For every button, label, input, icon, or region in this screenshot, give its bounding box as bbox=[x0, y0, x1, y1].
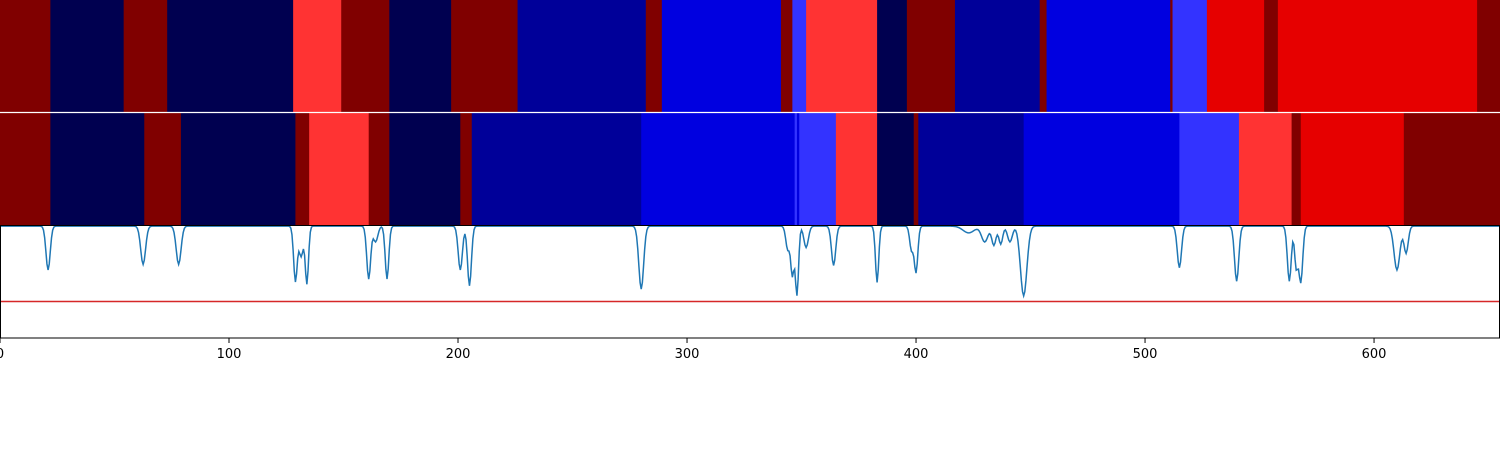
segment-row1-19 bbox=[1179, 112, 1240, 225]
segment-row0-6 bbox=[389, 0, 452, 113]
segment-row1-13 bbox=[799, 112, 837, 225]
segment-row1-1 bbox=[50, 112, 145, 225]
segment-row-bottom bbox=[0, 112, 1500, 225]
segment-row0-17 bbox=[1039, 0, 1048, 113]
segment-row1-9 bbox=[471, 112, 642, 225]
segment-row0-24 bbox=[1477, 0, 1500, 113]
x-tick-label-100: 100 bbox=[217, 347, 242, 362]
signal-line-panel bbox=[0, 225, 1500, 303]
segment-row1-2 bbox=[144, 112, 182, 225]
segment-row-top bbox=[0, 0, 1500, 113]
segment-row1-4 bbox=[295, 112, 310, 225]
segment-row1-7 bbox=[389, 112, 461, 225]
x-tick-label-400: 400 bbox=[904, 347, 929, 362]
segment-row0-10 bbox=[661, 0, 782, 113]
segment-row0-14 bbox=[877, 0, 908, 113]
segment-row0-5 bbox=[341, 0, 390, 113]
segment-row0-2 bbox=[123, 0, 168, 113]
segment-row1-21 bbox=[1291, 112, 1302, 225]
segment-row0-18 bbox=[1046, 0, 1171, 113]
signal-line-series bbox=[0, 225, 1500, 299]
segment-row1-5 bbox=[309, 112, 370, 225]
segment-row1-0 bbox=[0, 112, 51, 225]
x-tick-label-500: 500 bbox=[1133, 347, 1158, 362]
segment-row0-0 bbox=[0, 0, 51, 113]
segment-row0-4 bbox=[293, 0, 342, 113]
segment-row1-22 bbox=[1300, 112, 1405, 225]
segment-row0-16 bbox=[954, 0, 1041, 113]
segment-row0-19 bbox=[1170, 0, 1174, 113]
segment-row0-7 bbox=[451, 0, 519, 113]
segment-row0-15 bbox=[906, 0, 956, 113]
x-tick-label-300: 300 bbox=[675, 347, 700, 362]
segment-row1-20 bbox=[1238, 112, 1293, 225]
segment-row1-17 bbox=[918, 112, 1025, 225]
segment-row0-23 bbox=[1277, 0, 1478, 113]
segment-row1-10 bbox=[641, 112, 796, 225]
x-tick-label-600: 600 bbox=[1362, 347, 1387, 362]
segment-row0-22 bbox=[1264, 0, 1279, 113]
segment-row0-13 bbox=[806, 0, 878, 113]
segment-row1-11 bbox=[794, 112, 798, 225]
segment-row1-15 bbox=[877, 112, 915, 225]
x-axis: 0 100 200 300 400 500 600 bbox=[0, 338, 1386, 362]
segment-row1-6 bbox=[368, 112, 390, 225]
segment-row1-23 bbox=[1403, 112, 1500, 225]
segment-row1-14 bbox=[835, 112, 878, 225]
segment-row1-3 bbox=[180, 112, 297, 225]
segment-row0-9 bbox=[645, 0, 663, 113]
segment-row0-11 bbox=[780, 0, 793, 113]
segment-row0-12 bbox=[792, 0, 807, 113]
segment-row0-8 bbox=[517, 0, 647, 113]
segment-row1-16 bbox=[913, 112, 919, 225]
segment-row0-3 bbox=[167, 0, 294, 113]
x-tick-label-200: 200 bbox=[446, 347, 471, 362]
segment-row0-20 bbox=[1172, 0, 1208, 113]
segment-row1-12 bbox=[796, 112, 800, 225]
segment-row1-18 bbox=[1023, 112, 1180, 225]
segment-row0-1 bbox=[50, 0, 125, 113]
x-tick-label-0: 0 bbox=[0, 347, 4, 362]
segment-row1-8 bbox=[460, 112, 473, 225]
segment-row0-21 bbox=[1206, 0, 1265, 113]
line-panel-frame bbox=[0, 225, 1500, 339]
